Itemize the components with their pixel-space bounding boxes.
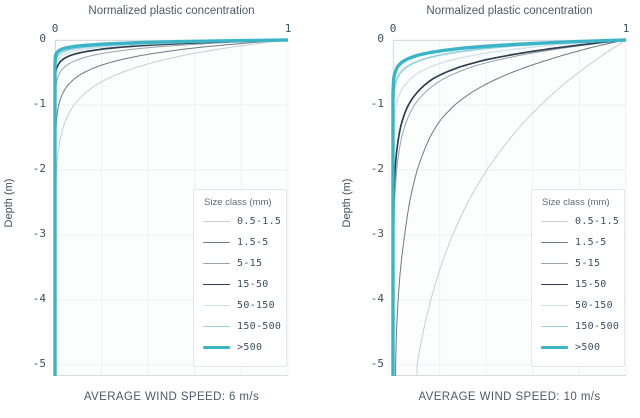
legend-item: 50-150 <box>203 295 286 316</box>
legend-item-label: 1.5-5 <box>575 237 607 248</box>
y-tick-label: -5 <box>370 357 384 370</box>
legend-item: 1.5-5 <box>541 232 624 253</box>
y-axis-label: Depth (m) <box>3 178 15 228</box>
chart-title: Normalized plastic concentration <box>88 5 255 17</box>
legend-item-label: 0.5-1.5 <box>237 216 282 227</box>
legend-item: 15-50 <box>541 274 624 295</box>
legend-swatch-line <box>541 325 568 328</box>
chart-title: Normalized plastic concentration <box>426 5 593 17</box>
legend-item-label: 50-150 <box>237 300 275 311</box>
legend-swatch-line <box>203 262 230 265</box>
curve->500 <box>391 38 627 376</box>
legend-swatch-line <box>203 345 230 350</box>
x-tick-label: 1 <box>622 22 630 35</box>
y-tick-label: -2 <box>370 162 384 175</box>
x-tick-label: 1 <box>284 22 292 35</box>
curve-1.5-5 <box>395 39 627 376</box>
legend-header: Size class (mm) <box>542 197 610 208</box>
legend-item: 5-15 <box>203 253 286 274</box>
legend-items: 0.5-1.5 1.5-5 5-15 15-50 50-150 150-500 >500 <box>203 211 286 358</box>
legend-swatch-line <box>203 304 230 307</box>
legend-swatch-line <box>203 241 230 244</box>
legend-swatch-line <box>541 262 568 265</box>
legend: Size class (mm) 0.5-1.5 1.5-5 5-15 15-50 50-… <box>193 189 287 367</box>
legend-item-label: >500 <box>575 342 601 353</box>
x-tick-label: 0 <box>51 22 59 35</box>
legend-swatch-line <box>203 220 230 223</box>
legend-item: >500 <box>203 337 286 358</box>
y-tick-label: -1 <box>32 97 46 110</box>
legend-swatch-line <box>541 283 568 286</box>
curve-0.5-1.5 <box>416 39 627 376</box>
legend-item-label: 0.5-1.5 <box>575 216 620 227</box>
legend-item-label: 5-15 <box>237 258 263 269</box>
legend-swatch-line <box>541 220 568 223</box>
legend-swatch-line <box>203 283 230 286</box>
y-tick-label: -3 <box>32 227 46 240</box>
legend-item-label: 150-500 <box>575 321 620 332</box>
legend-item: 0.5-1.5 <box>541 211 624 232</box>
curve->500 <box>53 38 289 376</box>
chart-wind-6ms: Normalized plastic concentration 0 1 0 -1… <box>0 0 302 418</box>
y-tick-label: -1 <box>370 97 384 110</box>
legend-swatch-line <box>541 345 568 350</box>
legend: Size class (mm) 0.5-1.5 1.5-5 5-15 15-50 50-… <box>531 189 625 367</box>
legend-item-label: >500 <box>237 342 263 353</box>
legend-item: 50-150 <box>541 295 624 316</box>
legend-header: Size class (mm) <box>204 197 272 208</box>
legend-item: 15-50 <box>203 274 286 295</box>
legend-item-label: 150-500 <box>237 321 282 332</box>
y-tick-label: -4 <box>370 292 384 305</box>
legend-item: 1.5-5 <box>203 232 286 253</box>
y-tick-label: 0 <box>39 32 46 45</box>
legend-item: 150-500 <box>541 316 624 337</box>
legend-item-label: 15-50 <box>237 279 269 290</box>
legend-item-label: 1.5-5 <box>237 237 269 248</box>
legend-item: 5-15 <box>541 253 624 274</box>
legend-item-label: 50-150 <box>575 300 613 311</box>
y-tick-label: -4 <box>32 292 46 305</box>
legend-item: >500 <box>541 337 624 358</box>
legend-swatch-line <box>541 241 568 244</box>
x-tick-label: 0 <box>389 22 397 35</box>
legend-swatch-line <box>203 325 230 328</box>
chart-caption: AVERAGE WIND SPEED: 10 m/s <box>418 391 601 403</box>
chart-wind-10ms: Normalized plastic concentration 0 1 0 -1… <box>338 0 640 418</box>
legend-item: 150-500 <box>203 316 286 337</box>
legend-swatch-line <box>541 304 568 307</box>
y-tick-label: 0 <box>377 32 384 45</box>
legend-item-label: 15-50 <box>575 279 607 290</box>
legend-item-label: 5-15 <box>575 258 601 269</box>
y-axis-label: Depth (m) <box>341 178 353 228</box>
y-tick-label: -2 <box>32 162 46 175</box>
legend-item: 0.5-1.5 <box>203 211 286 232</box>
y-tick-label: -5 <box>32 357 46 370</box>
chart-caption: AVERAGE WIND SPEED: 6 m/s <box>83 391 260 403</box>
legend-items: 0.5-1.5 1.5-5 5-15 15-50 50-150 150-500 >500 <box>541 211 624 358</box>
y-tick-label: -3 <box>370 227 384 240</box>
